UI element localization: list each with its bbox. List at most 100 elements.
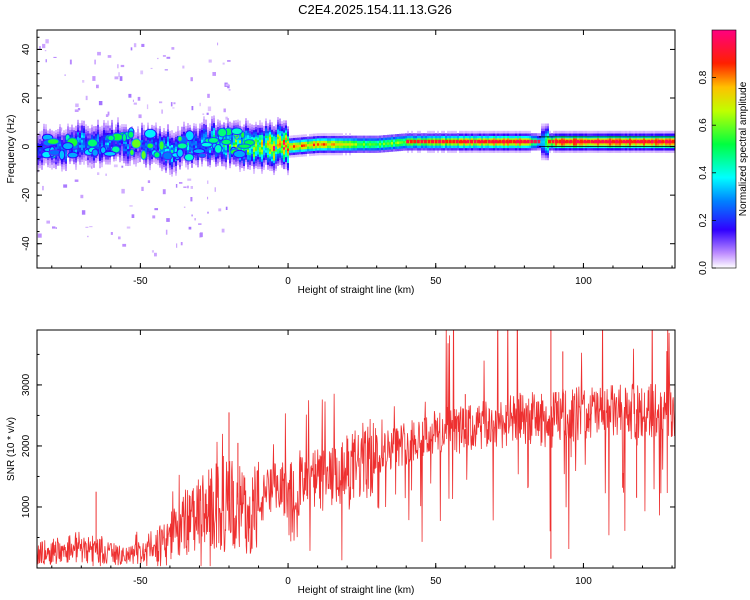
heatmap-cell xyxy=(523,130,525,134)
heatmap-cell xyxy=(259,159,261,162)
heatmap-cell xyxy=(609,133,611,136)
heatmap-ridge xyxy=(526,139,530,144)
heatmap-cell xyxy=(215,127,217,131)
heatmap-cell xyxy=(99,153,101,157)
heatmap-ridge xyxy=(633,139,637,144)
heatmap-cell xyxy=(285,122,287,126)
heatmap-ridge xyxy=(672,139,675,144)
heatmap-cell xyxy=(147,159,149,162)
heatmap-cell xyxy=(287,170,289,173)
heatmap-cell xyxy=(529,145,531,149)
heatmap-cell xyxy=(419,150,421,153)
heatmap-cell xyxy=(445,142,447,146)
heatmap-cell xyxy=(263,130,265,134)
heatmap-cell xyxy=(73,159,75,162)
colorbar-label: Normalized spectral amplitude xyxy=(738,81,749,216)
heatmap-cell xyxy=(647,147,649,151)
heatmap-cell xyxy=(169,172,171,175)
heatmap-cell xyxy=(637,147,639,151)
spectrogram-y-label: Frequency (Hz) xyxy=(6,115,17,184)
heatmap-cell xyxy=(139,157,141,160)
heatmap-cell xyxy=(329,138,331,141)
heatmap-cell xyxy=(131,126,133,129)
heatmap-cell xyxy=(129,163,131,166)
heatmap-cell xyxy=(267,162,269,165)
heatmap-cell xyxy=(569,138,571,141)
heatmap-cell xyxy=(69,158,71,162)
heatmap-cell xyxy=(281,135,283,139)
heatmap-cell xyxy=(289,135,291,139)
heatmap-cell xyxy=(333,145,335,149)
heatmap-cell xyxy=(225,157,227,160)
heatmap-cell xyxy=(267,159,269,163)
heatmap-cell xyxy=(81,142,83,146)
heatmap-cell xyxy=(109,130,111,134)
heatmap-ridge xyxy=(427,139,431,144)
heatmap-cell xyxy=(159,130,161,134)
heatmap-speckle xyxy=(94,59,96,65)
heatmap-cell xyxy=(173,132,175,136)
heatmap-cell xyxy=(309,143,311,147)
heatmap-cell xyxy=(307,151,309,154)
heatmap-speckle xyxy=(119,76,123,81)
heatmap-cell xyxy=(277,141,279,145)
heatmap-cell xyxy=(339,140,341,144)
heatmap-cell xyxy=(165,148,167,152)
heatmap-cell xyxy=(137,128,139,132)
heatmap-cell xyxy=(441,135,443,139)
heatmap-cell xyxy=(283,151,285,155)
heatmap-cell xyxy=(125,129,127,132)
heatmap-cell xyxy=(229,146,231,149)
heatmap-cell xyxy=(603,150,605,153)
heatmap-cell xyxy=(197,142,199,146)
heatmap-cell xyxy=(241,148,243,152)
heatmap-cell xyxy=(469,142,471,146)
heatmap-cell xyxy=(181,126,183,130)
heatmap-cell xyxy=(253,146,255,150)
heatmap-cell xyxy=(553,138,555,141)
heatmap-cell xyxy=(501,138,503,141)
heatmap-cell xyxy=(207,163,209,167)
heatmap-cell xyxy=(71,134,73,138)
heatmap-cell xyxy=(159,157,161,161)
heatmap-cell xyxy=(215,159,217,162)
heatmap-cell xyxy=(83,142,85,146)
heatmap-cell xyxy=(151,158,153,162)
heatmap-cell xyxy=(311,143,313,147)
heatmap-cell xyxy=(155,127,157,131)
heatmap-cell xyxy=(535,135,537,139)
heatmap-cell xyxy=(409,133,411,136)
heatmap-cell xyxy=(43,145,45,149)
heatmap-ridge xyxy=(406,139,410,144)
heatmap-cell xyxy=(285,139,287,143)
heatmap-cell xyxy=(667,142,669,146)
heatmap-speckle xyxy=(154,208,158,211)
heatmap-cell xyxy=(277,163,279,166)
heatmap-cell xyxy=(243,124,245,128)
heatmap-cell xyxy=(219,142,221,146)
heatmap-cell xyxy=(101,137,103,141)
heatmap-cell xyxy=(245,137,247,141)
heatmap-cell xyxy=(205,146,207,150)
heatmap-cell xyxy=(477,138,479,141)
heatmap-cell xyxy=(259,154,261,157)
heatmap-cell xyxy=(153,145,155,148)
heatmap-cell xyxy=(89,164,91,168)
heatmap-cell xyxy=(251,146,253,150)
heatmap-cell xyxy=(553,133,555,136)
heatmap-cell xyxy=(653,138,655,141)
heatmap-cell xyxy=(93,128,95,132)
heatmap-cell xyxy=(101,154,103,158)
heatmap-cell xyxy=(41,140,43,144)
heatmap-cell xyxy=(351,147,353,151)
heatmap-cell xyxy=(289,152,291,156)
heatmap-cell xyxy=(507,145,509,149)
heatmap-speckle xyxy=(146,104,149,110)
heatmap-cell xyxy=(497,135,499,139)
heatmap-ridge xyxy=(587,139,590,144)
heatmap-cell xyxy=(227,135,229,138)
heatmap-cell xyxy=(439,135,441,139)
heatmap-cell xyxy=(285,130,287,133)
